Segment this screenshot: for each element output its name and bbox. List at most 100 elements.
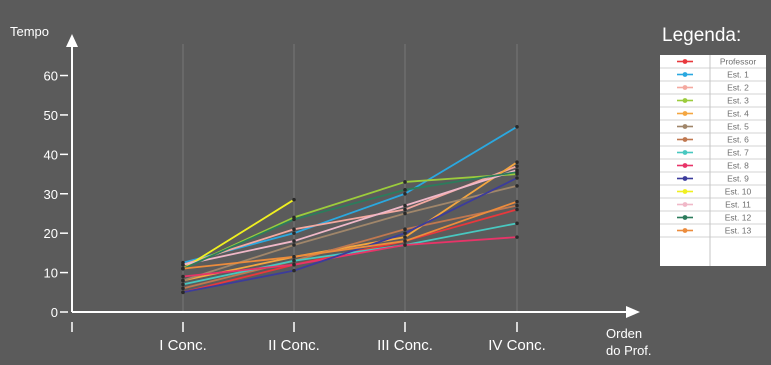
data-point (403, 235, 407, 239)
data-point (292, 255, 296, 259)
series-line (182, 198, 295, 270)
y-tick-label: 40 (44, 147, 58, 162)
legend-label: Est. 9 (727, 174, 749, 184)
data-point (515, 199, 519, 204)
legend-label: Est. 7 (727, 148, 749, 158)
y-tick-label: 10 (44, 266, 58, 281)
legend-label: Professor (720, 57, 757, 67)
data-point (181, 282, 185, 287)
data-point (515, 221, 519, 226)
data-point (515, 184, 519, 188)
y-tick-label: 20 (44, 226, 58, 241)
data-point (292, 262, 296, 267)
y-axis-label: Tempo (10, 24, 49, 39)
x-axis-label-line2: do Prof. (606, 343, 652, 358)
data-point (403, 207, 407, 212)
series-line (182, 236, 518, 278)
data-point (292, 227, 296, 232)
series-line (182, 171, 518, 270)
data-point (292, 258, 296, 263)
data-point (515, 235, 519, 239)
x-axis-label-line1: Orden (606, 326, 642, 341)
data-point (403, 227, 407, 232)
data-point (403, 211, 407, 216)
series-lines (181, 124, 519, 295)
legend-label: Est. 6 (727, 135, 749, 145)
legend-label: Est. 10 (725, 187, 752, 197)
series-line (182, 200, 518, 270)
legend-swatch-marker (682, 85, 688, 90)
legend-title: Legenda: (662, 25, 741, 46)
legend-swatch-marker (682, 150, 688, 155)
series-line (182, 173, 518, 270)
legend-label: Est. 4 (727, 109, 749, 119)
data-point (515, 160, 519, 165)
legend-label: Est. 3 (727, 96, 749, 106)
data-point (403, 188, 407, 192)
data-point (292, 268, 296, 273)
legend-label: Est. 13 (725, 226, 752, 236)
data-point (515, 124, 519, 129)
x-tick-label: II Conc. (268, 337, 320, 354)
x-tick-label: I Conc. (159, 337, 207, 354)
y-tick-label: 0 (51, 305, 58, 320)
data-point (181, 266, 185, 271)
data-point (292, 217, 296, 222)
data-point (292, 243, 296, 247)
data-point (292, 197, 296, 202)
legend-swatch-marker (682, 189, 688, 194)
data-point (181, 286, 185, 291)
y-tick-label: 30 (44, 187, 58, 202)
legend-swatch-marker (682, 176, 688, 181)
data-point (181, 290, 185, 295)
legend-label: Est. 11 (725, 200, 751, 210)
legend-label: Est. 12 (725, 213, 752, 223)
series-line (182, 204, 518, 290)
legend-swatch-marker (682, 215, 688, 220)
data-point (292, 239, 296, 243)
data-point (403, 239, 407, 243)
y-tick-label: 60 (44, 69, 58, 84)
data-point (515, 203, 519, 208)
series-line (182, 222, 518, 286)
x-ticks: I Conc. II Conc. III Conc. IV Conc. (159, 322, 546, 354)
data-point (292, 231, 296, 235)
data-point (515, 207, 519, 212)
data-point (181, 262, 185, 267)
x-axis-arrow (626, 306, 640, 318)
data-point (403, 203, 407, 208)
series-line (182, 125, 518, 264)
y-tick-label: 50 (44, 108, 58, 123)
legend-swatch-marker (682, 59, 688, 64)
legend-swatch-marker (682, 124, 688, 129)
data-point (403, 180, 407, 184)
data-point (515, 170, 519, 174)
legend: Legenda: Professor Est. 1 Est. 2 Est. 3 Est.… (660, 25, 766, 266)
data-point (515, 176, 519, 180)
legend-label: Est. 1 (727, 70, 749, 80)
legend-swatch-marker (682, 202, 688, 207)
legend-label: Est. 5 (727, 122, 749, 132)
legend-swatch-marker (682, 137, 688, 142)
legend-swatch-marker (682, 163, 688, 168)
x-tick-label: III Conc. (377, 337, 433, 354)
data-point (181, 278, 185, 283)
data-point (515, 164, 519, 168)
legend-swatch-marker (682, 228, 688, 233)
x-tick-label: IV Conc. (488, 337, 546, 354)
data-point (403, 191, 407, 196)
series-line (182, 169, 518, 266)
legend-label: Est. 2 (727, 83, 749, 93)
series-line (182, 177, 518, 294)
legend-label: Est. 8 (727, 161, 749, 171)
y-ticks: 0 10 20 30 40 50 60 (44, 69, 68, 320)
data-point (403, 243, 407, 247)
legend-swatch-marker (682, 98, 688, 103)
data-point (403, 231, 407, 235)
legend-swatch-marker (682, 72, 688, 77)
axes: Tempo Orden do Prof. (10, 24, 652, 358)
data-point (181, 274, 185, 279)
